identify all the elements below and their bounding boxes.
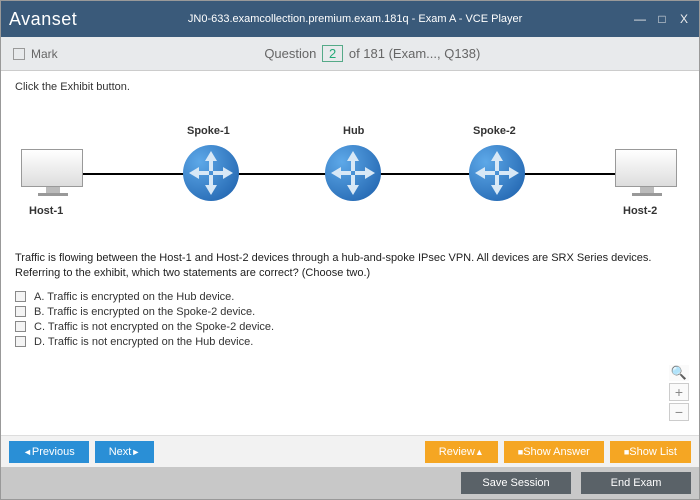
show-list-button[interactable]: Show List — [610, 441, 691, 463]
mark-label: Mark — [31, 47, 58, 61]
option-d[interactable]: D. Traffic is not encrypted on the Hub d… — [15, 336, 685, 348]
end-exam-button[interactable]: End Exam — [581, 472, 691, 494]
zoom-in-button[interactable]: + — [669, 383, 689, 401]
next-button[interactable]: Next — [95, 441, 155, 463]
hub-label: Hub — [343, 125, 364, 137]
zoom-out-button[interactable]: − — [669, 403, 689, 421]
window-controls: — □ X — [633, 12, 691, 26]
minimize-button[interactable]: — — [633, 12, 647, 26]
footer-session-row: Save Session End Exam — [1, 467, 699, 499]
question-word: Question — [264, 46, 316, 61]
spoke-1-router-icon — [183, 145, 239, 201]
magnify-icon[interactable]: 🔍 — [669, 365, 689, 381]
option-c-checkbox[interactable] — [15, 321, 26, 332]
exhibit-instruction: Click the Exhibit button. — [15, 81, 685, 93]
network-diagram: Host-1 Spoke-1 Hub Spoke-2 Host-2 — [15, 101, 685, 241]
spoke-2-label: Spoke-2 — [473, 125, 516, 137]
window-title: JN0-633.examcollection.premium.exam.181q… — [77, 13, 633, 25]
maximize-button[interactable]: □ — [655, 12, 669, 26]
zoom-controls: 🔍 + − — [669, 363, 689, 421]
question-topbar: Mark Question 2 of 181 (Exam..., Q138) — [1, 37, 699, 71]
question-number: 2 — [322, 45, 343, 62]
footer: Previous Next Review Show Answer Show Li… — [1, 435, 699, 499]
footer-nav-row: Previous Next Review Show Answer Show Li… — [1, 435, 699, 467]
save-session-button[interactable]: Save Session — [461, 472, 571, 494]
content-area: Click the Exhibit button. Host-1 Spoke-1… — [1, 71, 699, 429]
mark-checkbox[interactable] — [13, 48, 25, 60]
option-c-label: C. Traffic is not encrypted on the Spoke… — [34, 321, 274, 333]
previous-button[interactable]: Previous — [9, 441, 89, 463]
question-indicator: Question 2 of 181 (Exam..., Q138) — [58, 45, 687, 62]
close-button[interactable]: X — [677, 12, 691, 26]
option-a-checkbox[interactable] — [15, 291, 26, 302]
host-2-label: Host-2 — [623, 205, 657, 217]
spoke-1-label: Spoke-1 — [187, 125, 230, 137]
hub-router-icon — [325, 145, 381, 201]
host-2-icon — [615, 149, 679, 197]
option-b-checkbox[interactable] — [15, 306, 26, 317]
question-text: Traffic is flowing between the Host-1 an… — [15, 251, 685, 281]
option-d-checkbox[interactable] — [15, 336, 26, 347]
option-b[interactable]: B. Traffic is encrypted on the Spoke-2 d… — [15, 306, 685, 318]
review-button[interactable]: Review — [425, 441, 498, 463]
question-suffix: of 181 (Exam..., Q138) — [349, 46, 481, 61]
answer-options: A. Traffic is encrypted on the Hub devic… — [15, 291, 685, 348]
host-1-icon — [21, 149, 85, 197]
option-c[interactable]: C. Traffic is not encrypted on the Spoke… — [15, 321, 685, 333]
option-b-label: B. Traffic is encrypted on the Spoke-2 d… — [34, 306, 255, 318]
option-a-label: A. Traffic is encrypted on the Hub devic… — [34, 291, 234, 303]
titlebar: Avanset JN0-633.examcollection.premium.e… — [1, 1, 699, 37]
app-logo: Avanset — [9, 9, 77, 30]
spoke-2-router-icon — [469, 145, 525, 201]
show-answer-button[interactable]: Show Answer — [504, 441, 604, 463]
option-a[interactable]: A. Traffic is encrypted on the Hub devic… — [15, 291, 685, 303]
host-1-label: Host-1 — [29, 205, 63, 217]
option-d-label: D. Traffic is not encrypted on the Hub d… — [34, 336, 253, 348]
